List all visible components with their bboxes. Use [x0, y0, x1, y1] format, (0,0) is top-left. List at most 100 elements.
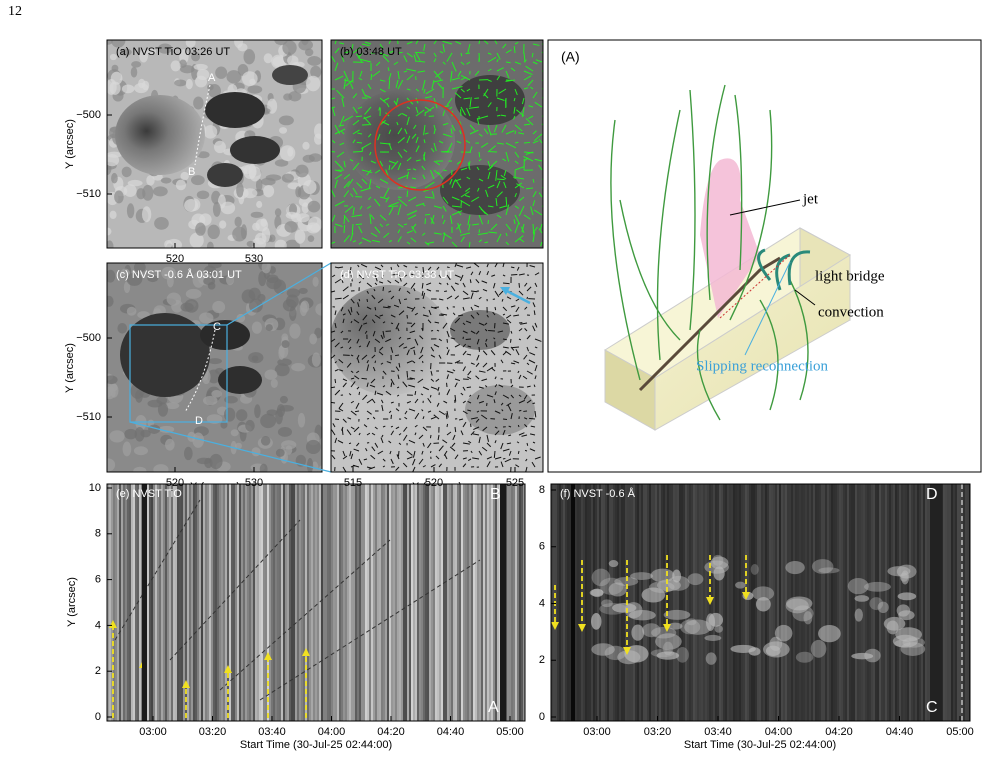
stripe — [557, 484, 559, 721]
bright-feature — [730, 645, 755, 653]
stripe — [429, 484, 431, 721]
stripe — [825, 484, 827, 721]
stripe — [661, 484, 663, 721]
velocity-vector — [398, 197, 401, 198]
stripe — [303, 484, 305, 721]
x-tick-label: 530 — [245, 253, 263, 265]
granule — [263, 185, 274, 197]
velocity-vector — [411, 370, 415, 371]
image-f — [551, 484, 971, 721]
granule — [295, 165, 308, 178]
granule — [110, 211, 117, 219]
x-tick-label: 04:20 — [825, 726, 853, 738]
stripe — [461, 484, 463, 721]
y-tick-label: 2 — [539, 654, 545, 666]
granule — [301, 301, 310, 313]
velocity-vector — [497, 179, 505, 180]
stripe — [677, 484, 679, 721]
stripe — [735, 484, 737, 721]
granule — [252, 356, 259, 362]
stripe — [293, 484, 295, 721]
stripe — [579, 484, 581, 721]
velocity-vector — [525, 450, 527, 451]
stripe — [379, 484, 381, 721]
stripe — [273, 484, 275, 721]
granule — [194, 64, 208, 70]
granule — [276, 449, 285, 457]
stripe — [783, 484, 785, 721]
velocity-vector — [515, 131, 516, 134]
bright-feature — [631, 624, 644, 640]
velocity-vector — [444, 291, 447, 292]
stripe — [665, 484, 667, 721]
velocity-vector — [518, 425, 519, 427]
granule — [247, 85, 262, 93]
annotation: convection — [818, 304, 884, 320]
stripe — [347, 484, 349, 721]
stripe — [473, 484, 475, 721]
stripe — [447, 484, 449, 721]
granule — [264, 53, 273, 63]
stripe — [435, 484, 437, 721]
velocity-vector — [335, 298, 342, 299]
granule — [291, 363, 305, 371]
stripe — [705, 484, 707, 721]
granule — [303, 180, 316, 194]
corner-label: B — [490, 486, 501, 503]
stripe — [843, 484, 845, 721]
x-tick-label: 515 — [344, 477, 362, 489]
stripe — [715, 484, 717, 721]
velocity-vector — [479, 229, 480, 233]
stripe — [925, 484, 927, 721]
granule — [124, 184, 137, 197]
velocity-vector — [529, 418, 535, 419]
stripe — [337, 484, 339, 721]
stripe — [663, 484, 665, 721]
corner-label: D — [926, 486, 938, 503]
stripe — [203, 484, 205, 721]
granule — [111, 173, 118, 184]
velocity-vector — [466, 339, 471, 340]
bright-feature — [751, 564, 759, 575]
granule — [209, 454, 222, 469]
stripe — [587, 484, 589, 721]
stripe — [487, 484, 489, 721]
stripe — [965, 484, 967, 721]
stripe — [747, 484, 749, 721]
granule — [176, 180, 186, 191]
granule — [207, 242, 214, 252]
granule — [122, 84, 134, 93]
stripe — [585, 484, 587, 721]
velocity-vector — [383, 287, 384, 291]
y-tick-label: 8 — [539, 484, 545, 496]
stripe — [829, 484, 831, 721]
stripe — [675, 484, 677, 721]
stripe — [955, 484, 957, 721]
stripe — [225, 484, 227, 721]
y-tick-label: −500 — [76, 109, 101, 121]
stripe — [943, 484, 945, 721]
bright-feature — [898, 592, 917, 600]
granule — [306, 76, 320, 92]
stripe — [317, 484, 319, 721]
stripe — [645, 484, 647, 721]
stripe — [647, 484, 649, 721]
stripe — [195, 484, 197, 721]
stripe — [711, 484, 713, 721]
stripe — [823, 484, 825, 721]
stripe — [729, 484, 731, 721]
stripe — [703, 484, 705, 721]
stripe — [385, 484, 387, 721]
stripe — [741, 484, 743, 721]
panel-label: (a) NVST TiO 03:26 UT — [116, 46, 230, 58]
stripe — [475, 484, 477, 721]
stripe — [861, 484, 863, 721]
bright-feature — [617, 650, 640, 664]
stripe — [657, 484, 659, 721]
stripe — [327, 484, 329, 721]
stripe — [907, 484, 909, 721]
stripe — [569, 484, 571, 721]
x-tick-label: 04:40 — [437, 726, 465, 738]
stripe — [393, 484, 395, 721]
stripe — [161, 484, 163, 721]
